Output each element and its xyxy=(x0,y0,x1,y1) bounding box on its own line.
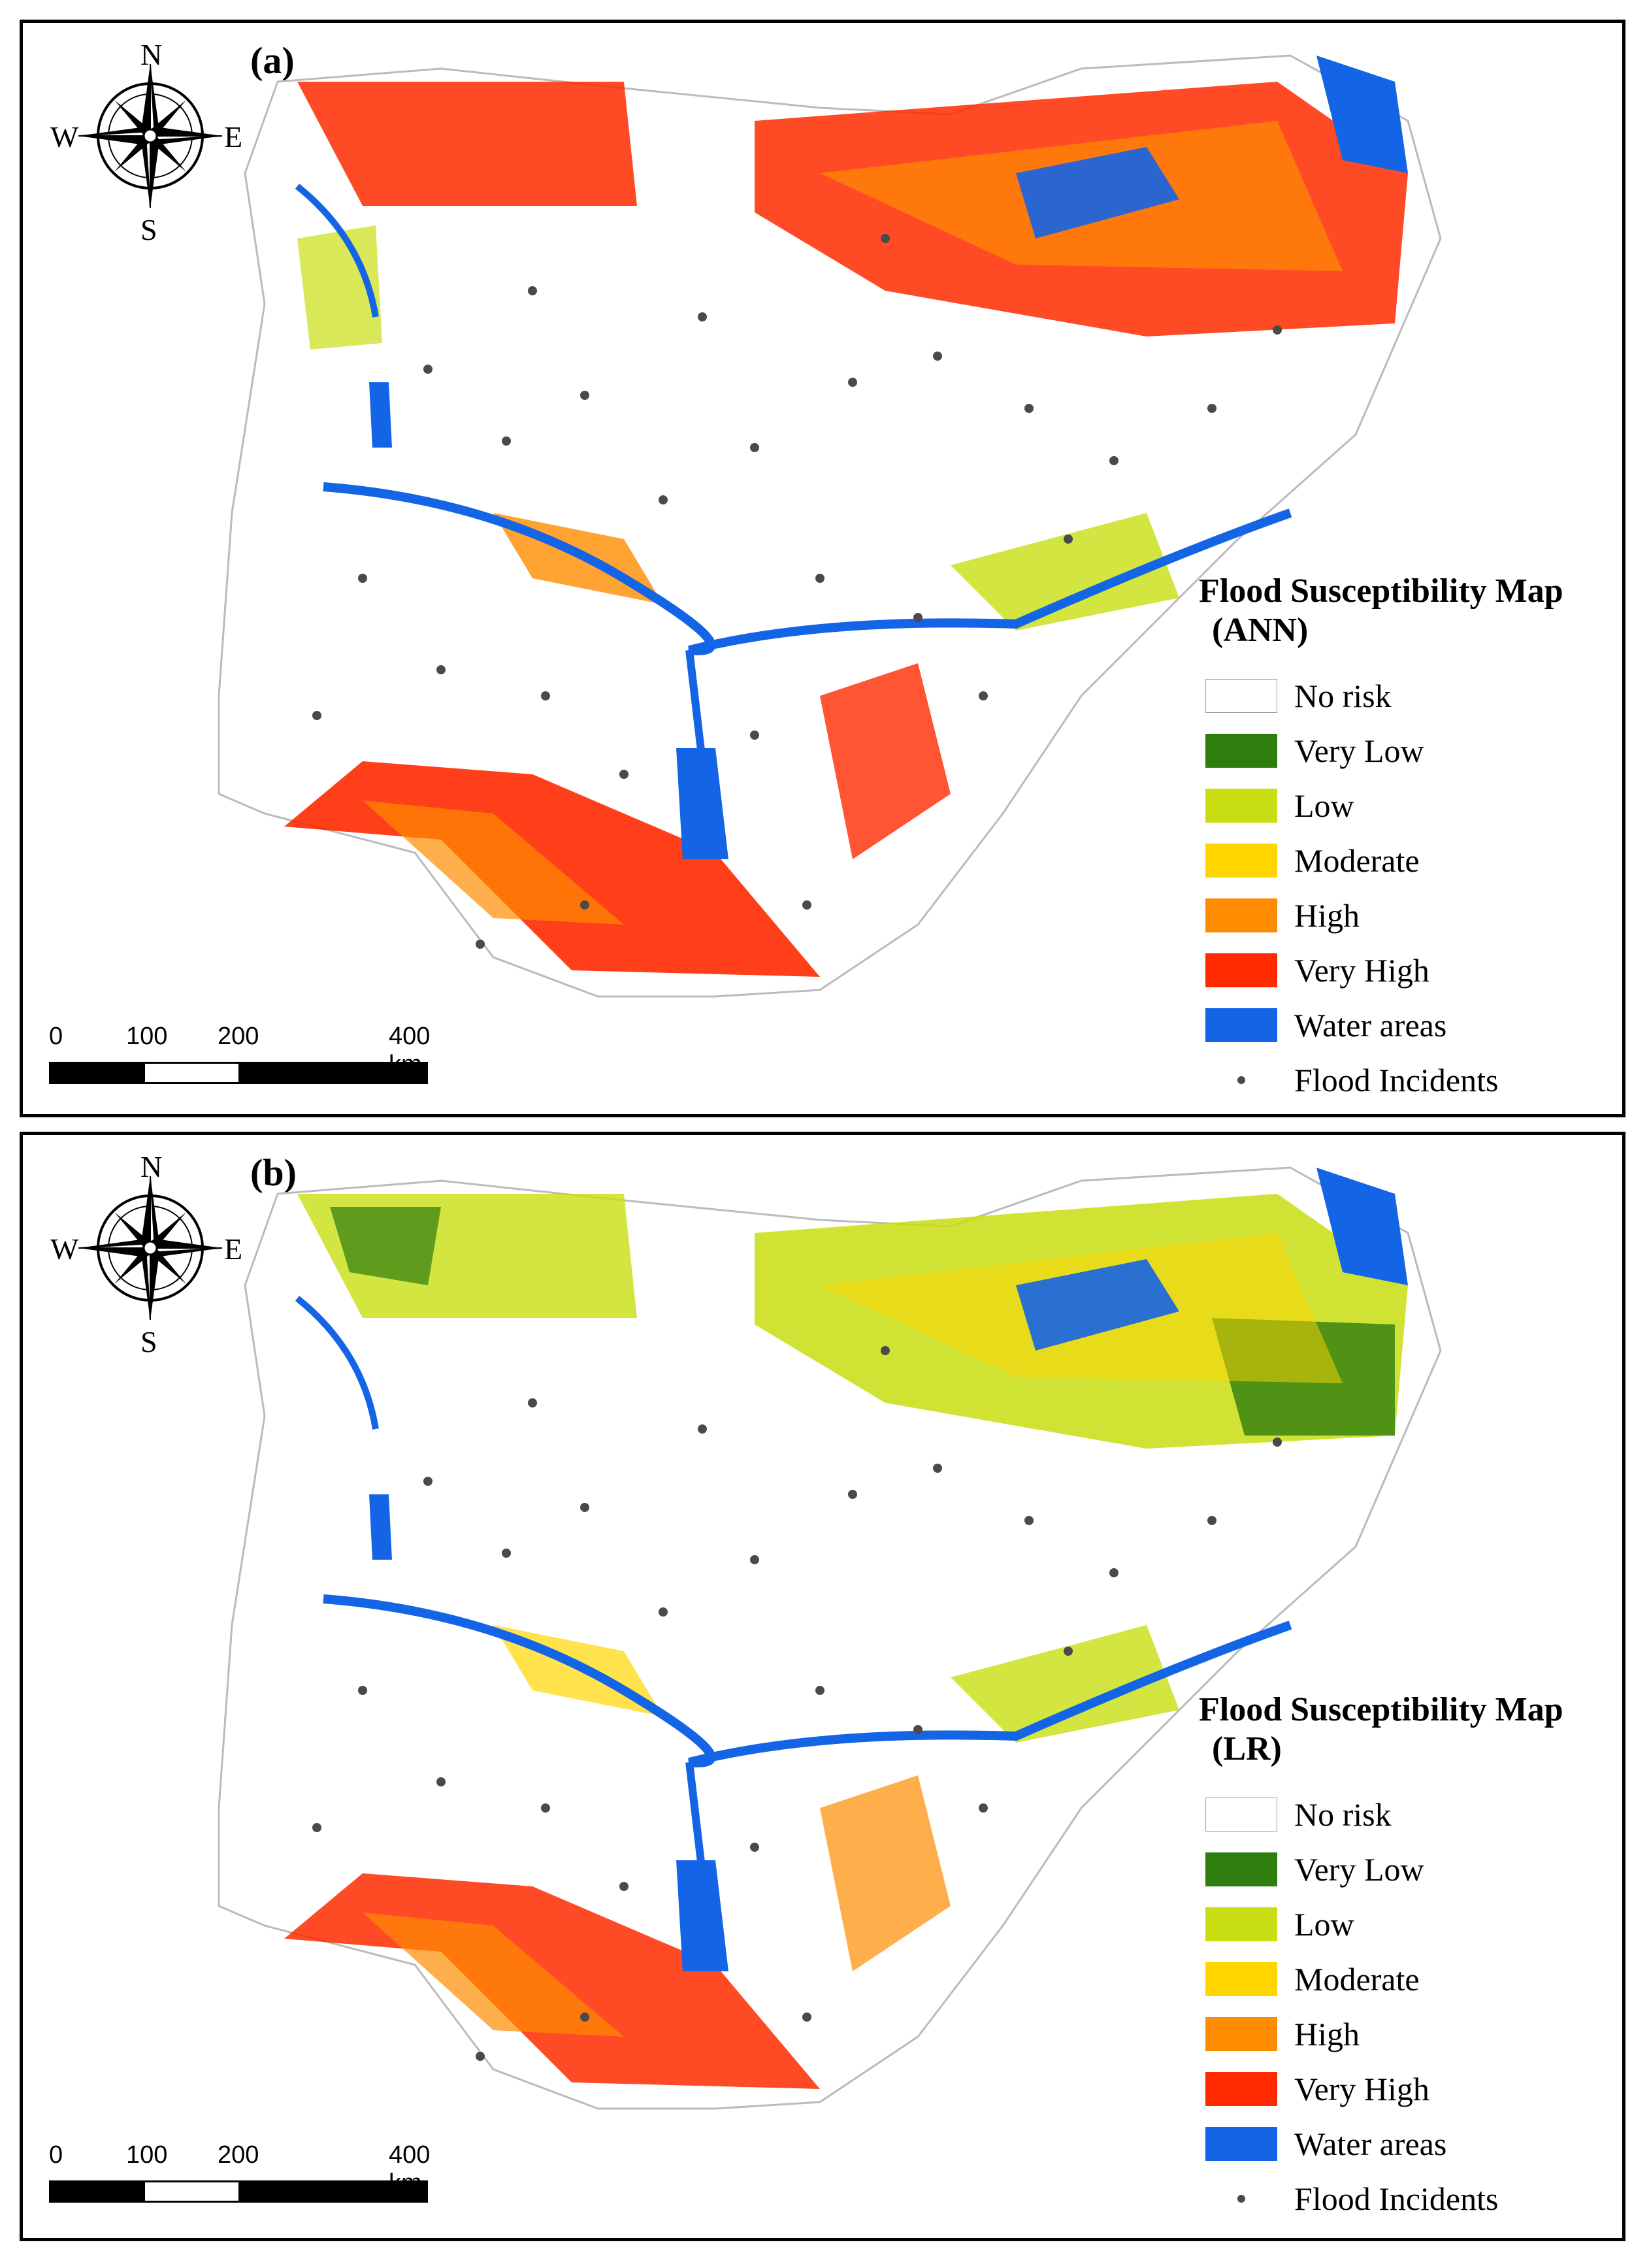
compass-rose-icon: N S E W xyxy=(50,1150,245,1358)
flood-incident-dot-icon xyxy=(1205,1063,1277,1097)
legend-swatch xyxy=(1205,1907,1277,1941)
legend-model: (ANN) xyxy=(1212,612,1309,649)
legend-label: Moderate xyxy=(1294,842,1420,879)
legend-item-moderate: Moderate xyxy=(1199,833,1622,888)
legend-label: No risk xyxy=(1294,1796,1392,1833)
scale-tick-label: 0 xyxy=(49,2141,63,2169)
legend-label: Low xyxy=(1294,787,1354,824)
scale-tick-label: 200 xyxy=(218,1023,259,1050)
legend-label: Water areas xyxy=(1294,2126,1447,2162)
scale-bar: 0 100 200 400 km xyxy=(49,1023,454,1088)
legend-item-low: Low xyxy=(1199,778,1622,833)
scale-tick-label: 100 xyxy=(126,1023,168,1050)
map-panel-a: N S E W (a) xyxy=(20,20,1625,1117)
legend-swatch xyxy=(1205,953,1277,987)
legend-swatch xyxy=(1205,1962,1277,1996)
legend-item-very-low: Very Low xyxy=(1199,723,1622,778)
legend-label: Water areas xyxy=(1294,1007,1447,1044)
legend-swatch xyxy=(1205,789,1277,823)
legend-item-very-high: Very High xyxy=(1199,943,1622,998)
legend-label: Very Low xyxy=(1294,732,1424,769)
legend-item-very-low: Very Low xyxy=(1199,1842,1622,1897)
legend-item-high: High xyxy=(1199,2007,1622,2062)
legend-label: No risk xyxy=(1294,678,1392,714)
susceptibility-map-lr xyxy=(218,1166,1442,2110)
compass-east-label: E xyxy=(224,120,243,154)
legend-item-water-areas: Water areas xyxy=(1199,2116,1622,2171)
legend-swatch xyxy=(1205,679,1277,713)
compass-west-label: W xyxy=(50,120,79,154)
scale-tick-label: 200 xyxy=(218,2141,259,2169)
legend-item-flood-incidents: Flood Incidents xyxy=(1199,1053,1622,1108)
legend-item-low: Low xyxy=(1199,1897,1622,1952)
legend-label: Very Low xyxy=(1294,1851,1424,1888)
flood-incident-dot-icon xyxy=(1205,2182,1277,2216)
compass-east-label: E xyxy=(224,1232,243,1266)
legend-swatch xyxy=(1205,734,1277,768)
legend: Flood Susceptibility Map (LR) No risk Ve… xyxy=(1199,1690,1622,2226)
legend-title: Flood Susceptibility Map xyxy=(1199,1691,1563,1728)
legend-title: Flood Susceptibility Map xyxy=(1199,572,1563,610)
legend-label: Low xyxy=(1294,1906,1354,1943)
legend-model: (LR) xyxy=(1212,1730,1282,1767)
legend-label: Very High xyxy=(1294,2071,1429,2107)
scale-bar: 0 100 200 400 km xyxy=(49,2141,454,2207)
panel-label: (b) xyxy=(250,1151,297,1194)
legend-item-high: High xyxy=(1199,888,1622,943)
compass-north-label: N xyxy=(140,1150,163,1183)
legend-swatch xyxy=(1205,844,1277,878)
legend-item-no-risk: No risk xyxy=(1199,1787,1622,1842)
scale-tick-label: 0 xyxy=(49,1023,63,1050)
legend-label: Moderate xyxy=(1294,1961,1420,1997)
compass-rose-icon: N S E W xyxy=(50,38,245,246)
legend-label: High xyxy=(1294,897,1360,934)
legend-swatch xyxy=(1205,1852,1277,1886)
legend-item-moderate: Moderate xyxy=(1199,1952,1622,2007)
legend-swatch xyxy=(1205,1008,1277,1042)
legend-swatch xyxy=(1205,898,1277,932)
map-panel-b: N S E W (b) xyxy=(20,1132,1625,2241)
legend-item-water-areas: Water areas xyxy=(1199,998,1622,1053)
legend-swatch xyxy=(1205,2072,1277,2106)
legend: Flood Susceptibility Map (ANN) No risk V… xyxy=(1199,572,1622,1108)
susceptibility-map-ann xyxy=(218,54,1442,998)
legend-label: High xyxy=(1294,2016,1360,2052)
legend-item-very-high: Very High xyxy=(1199,2062,1622,2116)
scale-tick-label: 100 xyxy=(126,2141,168,2169)
legend-label: Flood Incidents xyxy=(1294,2180,1499,2217)
compass-south-label: S xyxy=(140,1325,157,1358)
legend-swatch xyxy=(1205,2127,1277,2161)
compass-south-label: S xyxy=(140,213,157,246)
legend-item-flood-incidents: Flood Incidents xyxy=(1199,2171,1622,2226)
legend-label: Flood Incidents xyxy=(1294,1062,1499,1098)
legend-label: Very High xyxy=(1294,952,1429,989)
compass-north-label: N xyxy=(140,38,163,71)
compass-west-label: W xyxy=(50,1232,79,1266)
panel-label: (a) xyxy=(250,39,295,82)
legend-swatch xyxy=(1205,1798,1277,1832)
legend-item-no-risk: No risk xyxy=(1199,668,1622,723)
legend-swatch xyxy=(1205,2017,1277,2051)
